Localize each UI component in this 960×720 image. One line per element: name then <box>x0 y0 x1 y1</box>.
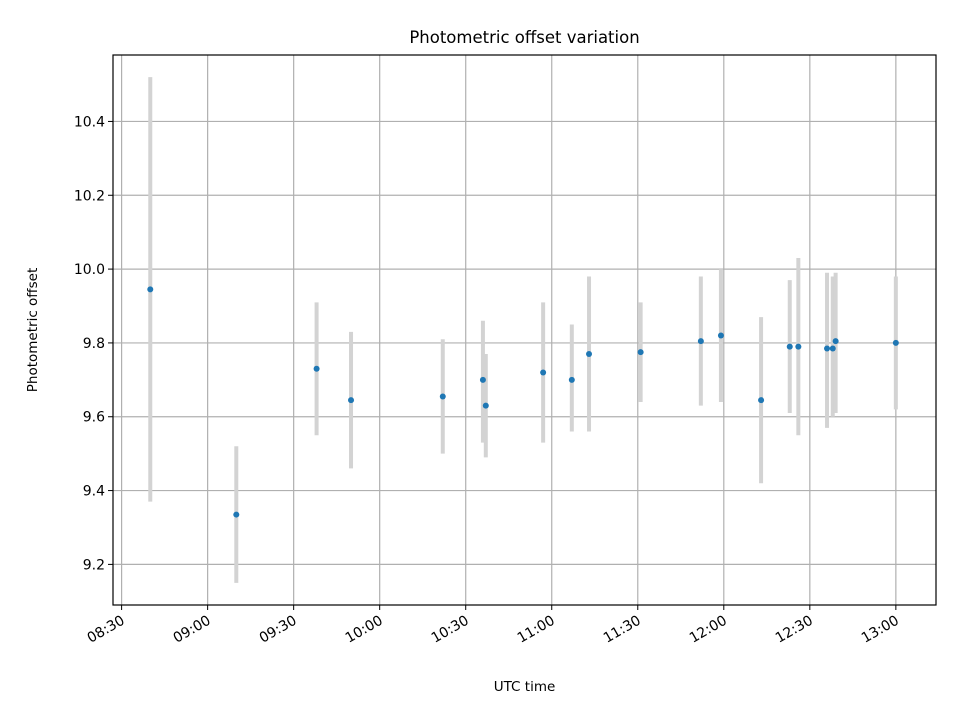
data-point <box>568 376 575 383</box>
data-point <box>829 345 836 352</box>
data-point <box>479 376 486 383</box>
y-axis: 9.2 9.4 9.6 9.8 10.0 10.2 10.4 <box>74 114 113 573</box>
data-point <box>824 345 831 352</box>
data-point <box>313 365 320 372</box>
data-point <box>147 286 154 293</box>
data-point <box>758 397 765 404</box>
data-point <box>348 397 355 404</box>
plot-frame <box>112 54 937 606</box>
y-tick-label: 9.8 <box>83 336 105 352</box>
data-point <box>832 338 839 345</box>
y-axis-label: Photometric offset <box>25 268 41 392</box>
y-tick-label: 9.4 <box>83 484 105 500</box>
data-point <box>637 349 644 356</box>
data-point <box>586 350 593 357</box>
y-tick-label: 10.4 <box>74 114 105 130</box>
x-axis-label: UTC time <box>494 679 556 695</box>
point-layer <box>147 286 899 518</box>
y-tick-label: 9.2 <box>83 557 105 573</box>
data-point <box>482 402 489 409</box>
data-point <box>439 393 446 400</box>
chart-title: Photometric offset variation <box>409 28 639 47</box>
data-point <box>233 511 240 518</box>
data-point <box>795 343 802 350</box>
data-point <box>892 339 899 346</box>
data-point <box>540 369 547 376</box>
y-tick-label: 10.2 <box>74 188 105 204</box>
y-tick-label: 10.0 <box>74 262 105 278</box>
data-point <box>717 332 724 339</box>
y-tick-label: 9.6 <box>83 410 105 426</box>
data-point <box>697 338 704 345</box>
data-point <box>786 343 793 350</box>
